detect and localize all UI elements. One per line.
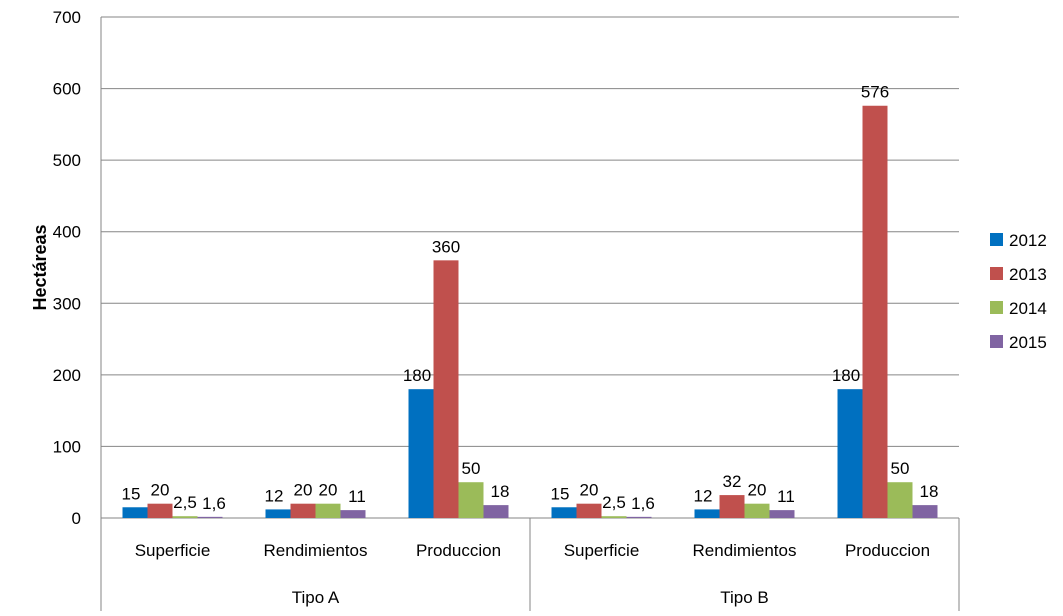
data-label: 20 [748, 481, 767, 500]
bar-2015 [912, 505, 938, 518]
y-tick-label: 600 [53, 80, 81, 99]
data-label: 12 [694, 486, 713, 505]
bar-2012 [551, 507, 577, 518]
bar-2015 [626, 516, 652, 518]
bar-2013 [862, 105, 888, 519]
data-label: 50 [891, 459, 910, 478]
y-tick-label: 500 [53, 151, 81, 170]
y-tick-label: 400 [53, 223, 81, 242]
bar-2013 [576, 503, 602, 518]
legend-swatch-2014 [990, 301, 1003, 314]
y-tick-label: 700 [53, 8, 81, 27]
data-label: 180 [832, 366, 860, 385]
bar-2013 [290, 503, 316, 518]
bar-2014 [744, 503, 770, 518]
bar-2012 [408, 389, 434, 518]
bar-2014 [315, 503, 341, 518]
group-label: Tipo B [720, 588, 769, 607]
legend-swatch-2015 [990, 335, 1003, 348]
data-label: 18 [491, 482, 510, 501]
category-label: Rendimientos [693, 541, 797, 560]
data-label: 1,6 [202, 494, 226, 513]
legend-label: 2015 [1009, 333, 1047, 352]
legend-label: 2012 [1009, 231, 1047, 250]
category-label: Superficie [564, 541, 640, 560]
legend-label: 2014 [1009, 299, 1047, 318]
group-label: Tipo A [292, 588, 340, 607]
bar-2015 [340, 510, 366, 518]
y-axis-label: Hectáreas [30, 224, 50, 310]
data-label: 50 [462, 459, 481, 478]
bar-2012 [694, 509, 720, 518]
bar-2013 [719, 495, 745, 518]
bar-2013 [433, 260, 459, 518]
data-label: 1,6 [631, 494, 655, 513]
y-tick-label: 300 [53, 294, 81, 313]
data-label: 20 [151, 481, 170, 500]
legend-swatch-2012 [990, 233, 1003, 246]
bar-2012 [265, 509, 291, 518]
bar-2015 [769, 510, 795, 518]
data-label: 20 [580, 481, 599, 500]
category-label: Superficie [135, 541, 211, 560]
category-label: Rendimientos [264, 541, 368, 560]
data-label: 12 [265, 486, 284, 505]
bar-2013 [147, 503, 173, 518]
data-label: 2,5 [173, 493, 197, 512]
bar-2015 [483, 505, 509, 518]
bar-2014 [887, 482, 913, 518]
bar-2012 [837, 389, 863, 518]
data-label: 2,5 [602, 493, 626, 512]
bar-2014 [601, 516, 627, 518]
data-label: 18 [920, 482, 939, 501]
bar-2014 [172, 516, 198, 518]
data-label: 576 [861, 83, 889, 102]
data-label: 11 [777, 487, 795, 506]
legend-label: 2013 [1009, 265, 1047, 284]
category-label: Produccion [845, 541, 930, 560]
legend-swatch-2013 [990, 267, 1003, 280]
y-tick-label: 0 [72, 509, 81, 528]
data-label: 20 [319, 481, 338, 500]
data-label: 32 [723, 472, 742, 491]
data-label: 180 [403, 366, 431, 385]
data-label: 360 [432, 237, 460, 256]
bar-2014 [458, 482, 484, 518]
data-label: 11 [348, 487, 366, 506]
bar-2012 [122, 507, 148, 518]
data-label: 15 [122, 484, 141, 503]
y-tick-label: 200 [53, 366, 81, 385]
y-tick-label: 100 [53, 437, 81, 456]
data-label: 20 [294, 481, 313, 500]
category-label: Produccion [416, 541, 501, 560]
data-label: 15 [551, 484, 570, 503]
bar-2015 [197, 516, 223, 518]
